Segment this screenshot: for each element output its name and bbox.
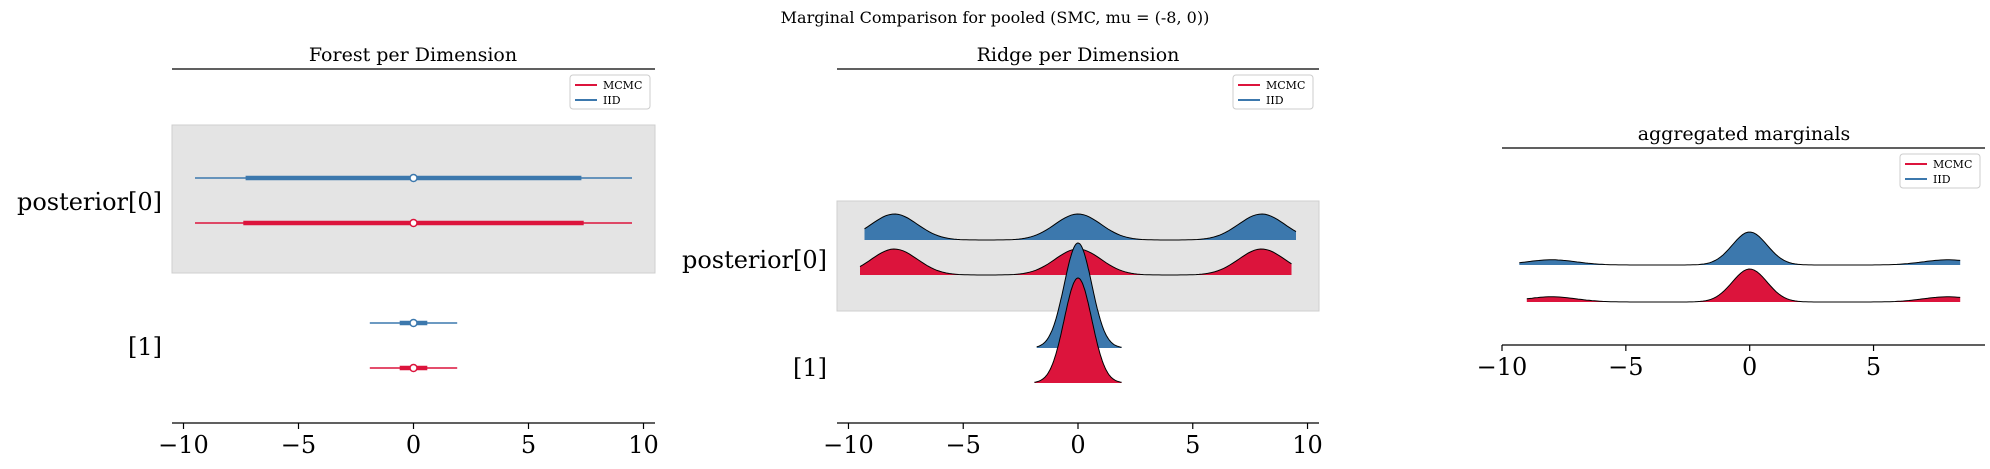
ridge-x-tick-label: −5 (946, 431, 981, 459)
ridge-legend-label-iid: IID (1266, 94, 1284, 107)
forest-x-tick-label: −10 (158, 431, 209, 459)
density-x-tick-label: 0 (1742, 353, 1757, 381)
forest-legend-label-mcmc: MCMC (603, 79, 642, 92)
density-legend-label-iid: IID (1933, 173, 1951, 186)
ridge-title: Ridge per Dimension (977, 44, 1180, 66)
forest-x-tick-label: 0 (406, 431, 421, 459)
ridge-panel: Ridge per Dimension posterior[0] [1] −10 −5… (682, 44, 1323, 459)
figure-title: Marginal Comparison for pooled (SMC, mu … (781, 8, 1210, 27)
ridge-outline-iid (864, 213, 1297, 241)
forest-title: Forest per Dimension (309, 44, 517, 66)
forest-x-tick-label: 5 (521, 431, 536, 459)
density-x-tick-label: −5 (1608, 353, 1643, 381)
forest-median-mcmc (409, 363, 418, 373)
ridge-density-mcmc (1034, 278, 1122, 383)
density-legend-label-mcmc: MCMC (1933, 158, 1972, 171)
density-title: aggregated marginals (1638, 123, 1851, 145)
forest-x-tick-label: −5 (281, 431, 316, 459)
forest-legend-label-iid: IID (603, 94, 621, 107)
ridge-y-label: [1] (793, 354, 827, 382)
ridge-density-iid (864, 214, 1296, 240)
ridge-legend-label-mcmc: MCMC (1266, 79, 1305, 92)
ridge-outline-mcmc (1034, 277, 1122, 383)
ridge-outline-iid (1036, 242, 1122, 348)
density-panel: aggregated marginals −10 −5 0 5 MCMC IID (1477, 123, 1985, 381)
forest-median-mcmc (409, 218, 418, 228)
forest-panel: Forest per Dimension posterior[0] [1] −10 −… (17, 44, 659, 459)
ridge-x-tick-label: 5 (1185, 431, 1200, 459)
density-outline-mcmc (1526, 268, 1961, 303)
forest-y-label: posterior[0] (17, 188, 162, 216)
density-x-tick-label: −10 (1477, 353, 1528, 381)
forest-x-tick-label: 10 (628, 431, 659, 459)
forest-median-iid (409, 318, 418, 328)
ridge-x-tick-label: 10 (1292, 431, 1323, 459)
ridge-y-label: posterior[0] (682, 246, 827, 274)
forest-y-label: [1] (128, 333, 162, 361)
density-outline-iid (1519, 231, 1961, 266)
density-area-mcmc (1526, 269, 1961, 302)
forest-band (171, 124, 656, 274)
ridge-x-tick-label: 0 (1070, 431, 1085, 459)
forest-median-iid (409, 173, 418, 183)
density-x-tick-label: 5 (1866, 353, 1881, 381)
density-area-iid (1519, 232, 1961, 265)
ridge-x-tick-label: −10 (823, 431, 874, 459)
